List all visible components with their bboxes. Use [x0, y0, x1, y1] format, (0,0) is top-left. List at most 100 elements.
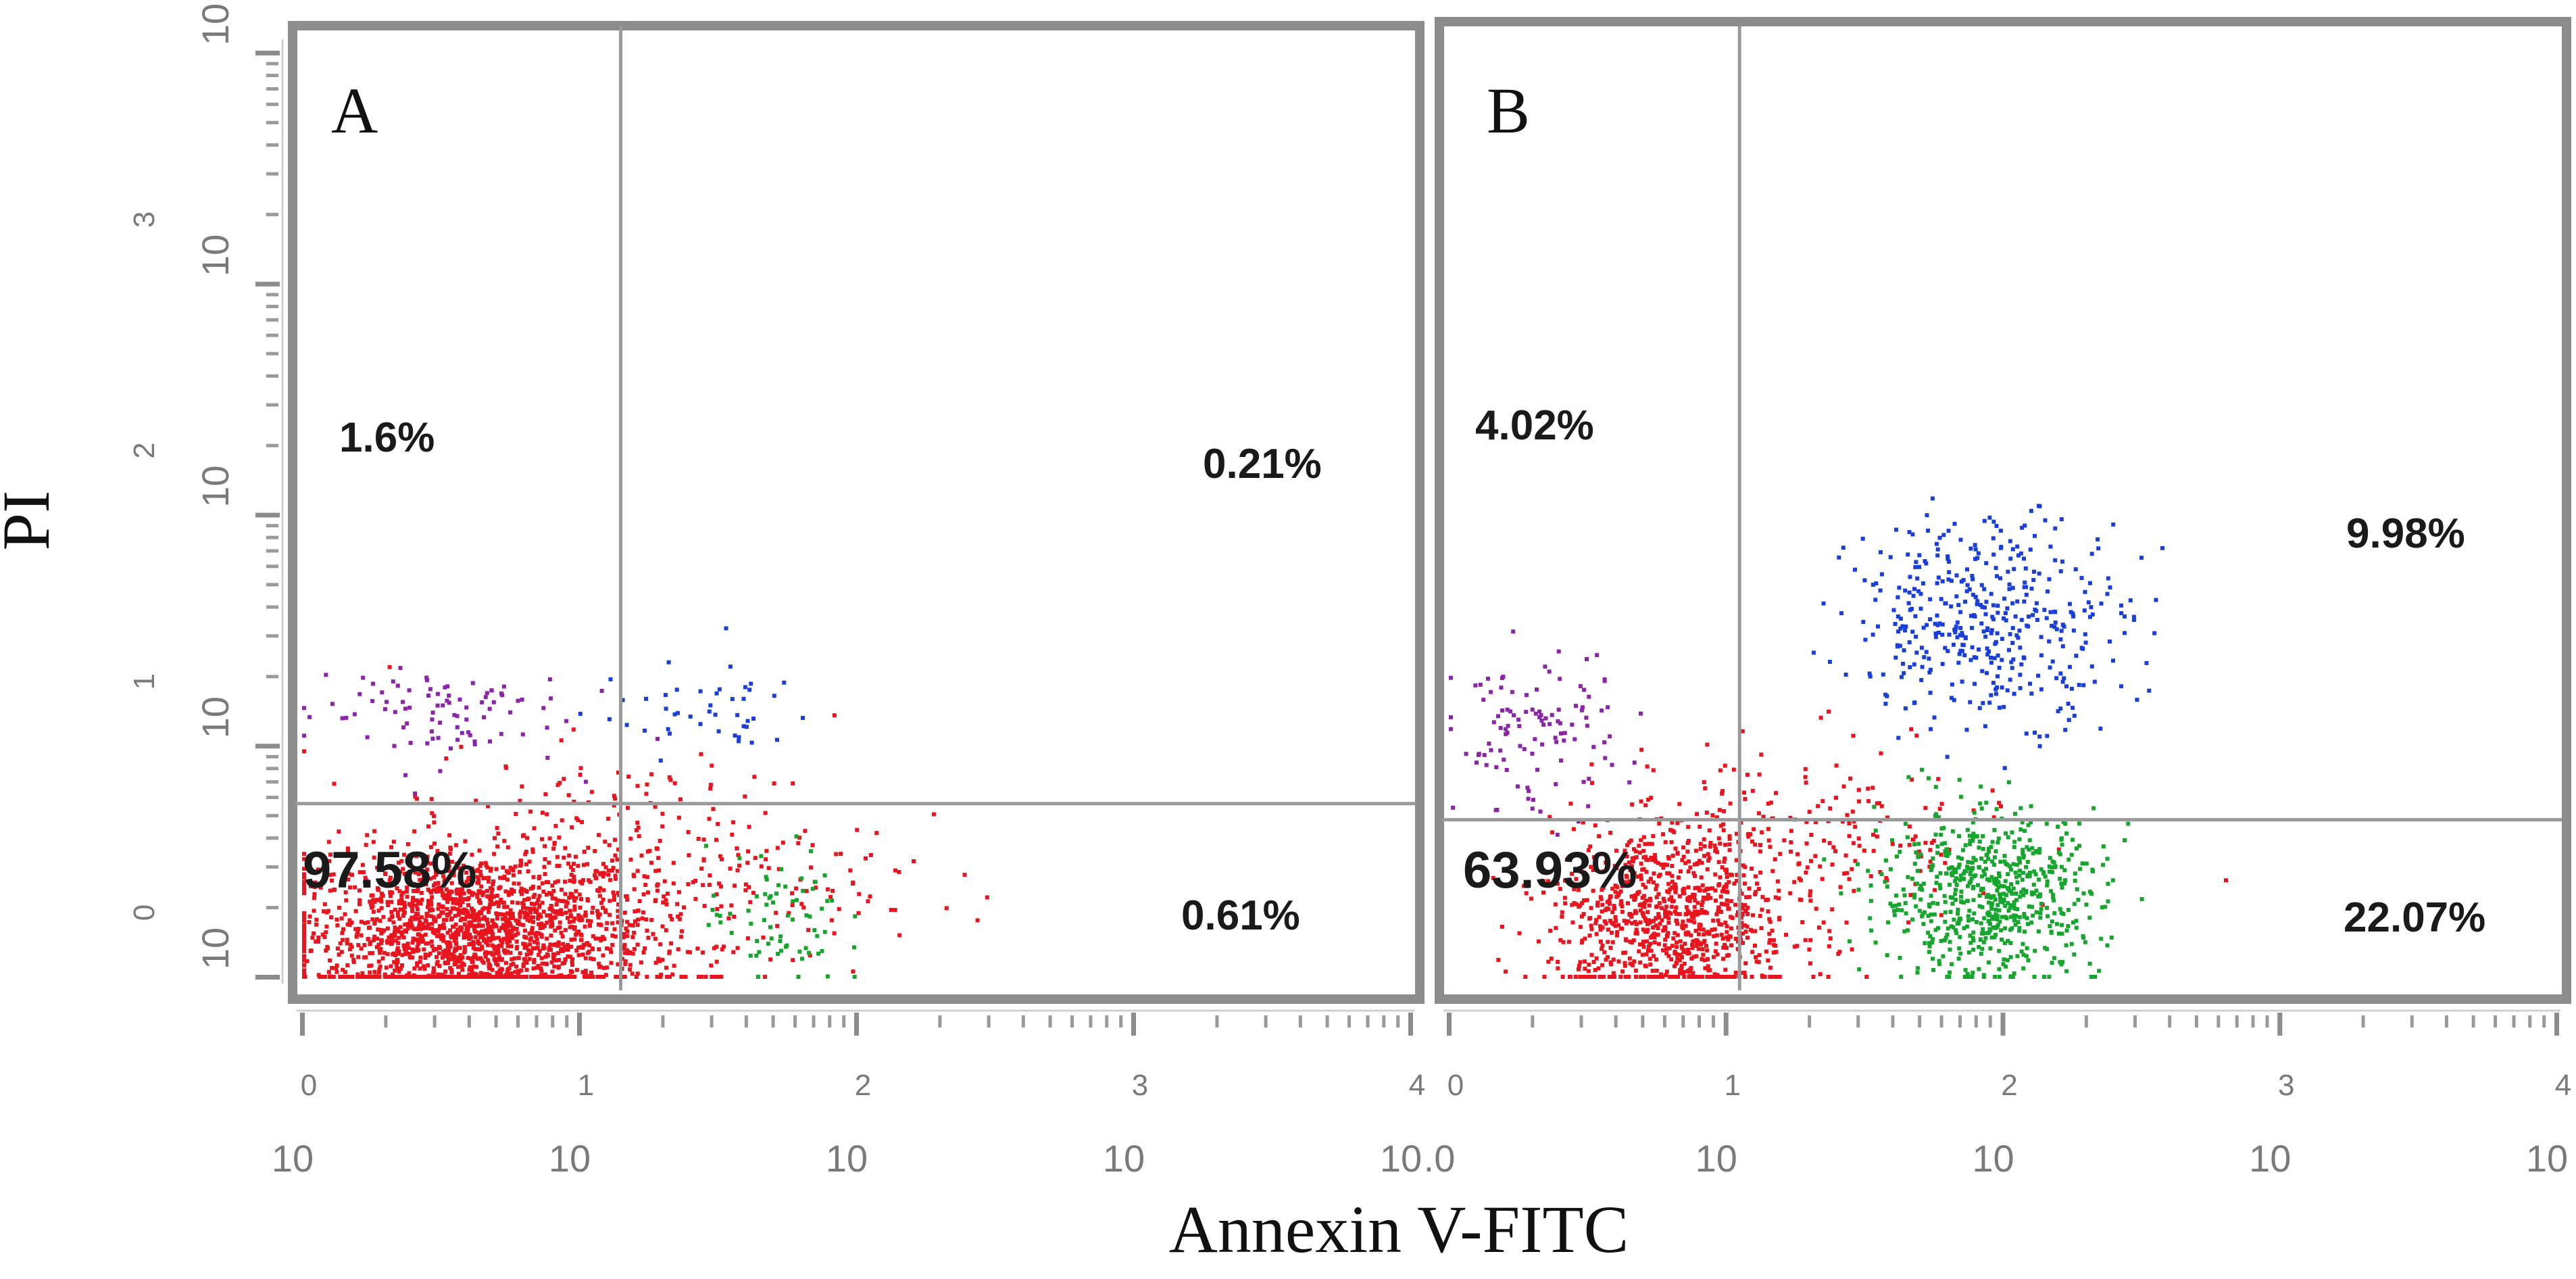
event-dot-necrotic [541, 706, 546, 710]
event-dot-live [570, 825, 574, 829]
event-dot-live-tail [1898, 844, 1903, 848]
event-dot-live [1575, 884, 1580, 888]
event-dot-live [444, 950, 449, 955]
event-dot-late-apoptotic [1973, 681, 1977, 686]
event-dot-live [380, 929, 384, 934]
event-dot-live-tail [761, 935, 766, 940]
event-dot-early-apoptotic [1977, 865, 1981, 870]
event-dot-live [1600, 963, 1605, 967]
event-dot-early-apoptotic [2031, 913, 2035, 918]
event-dot-early-apoptotic [1978, 937, 1983, 942]
event-dot-live [1595, 903, 1600, 908]
event-dot-necrotic [1526, 796, 1531, 801]
event-dot-live [1641, 911, 1645, 915]
event-dot-live-tail [1840, 819, 1845, 824]
event-dot-early-apoptotic [1983, 936, 1988, 940]
event-dot-live [414, 898, 419, 902]
event-dot-late-apoptotic [1907, 640, 1912, 645]
event-dot-late-apoptotic [745, 719, 750, 723]
event-dot-live [1753, 874, 1758, 879]
event-dot-live [359, 946, 364, 951]
event-dot-early-apoptotic [794, 834, 799, 839]
event-dot-live [338, 975, 343, 979]
event-dot-late-apoptotic [2056, 709, 2060, 714]
event-dot-live [524, 952, 529, 957]
event-dot-live-tail [1623, 863, 1628, 867]
event-dot-live [1633, 968, 1638, 973]
event-dot-early-apoptotic [1910, 876, 1914, 881]
event-dot-live-tail [1981, 891, 1986, 896]
event-dot-live [447, 864, 451, 869]
y-tick-base: 10 [194, 927, 237, 969]
event-dot-early-apoptotic [1975, 919, 1979, 924]
event-dot-late-apoptotic [1861, 620, 1866, 624]
event-dot-live [610, 868, 614, 873]
event-dot-live-tail [644, 792, 649, 796]
event-dot-live [643, 946, 647, 950]
event-dot-live [522, 911, 527, 915]
event-dot-live [1600, 943, 1605, 948]
event-dot-live-tail [459, 744, 464, 749]
event-dot-live [1721, 902, 1726, 907]
event-dot-live [371, 898, 376, 902]
event-dot-live [407, 971, 412, 975]
event-dot-live [1643, 803, 1648, 808]
event-dot-live [405, 921, 410, 926]
y-minor-tick [266, 143, 278, 147]
event-dot-live [378, 950, 382, 955]
event-dot-live [1697, 927, 1702, 932]
event-dot-early-apoptotic [1988, 946, 1993, 950]
event-dot-live [510, 936, 515, 940]
event-dot-live [1672, 830, 1677, 834]
event-dot-early-apoptotic [737, 856, 742, 861]
event-dot-live [437, 885, 441, 890]
event-dot-live [1776, 975, 1781, 979]
event-dot-early-apoptotic [2021, 851, 2025, 856]
event-dot-early-apoptotic [1892, 909, 1896, 913]
event-dot-live [1591, 868, 1595, 872]
event-dot-live-tail [1541, 890, 1545, 895]
event-dot-live [1697, 975, 1702, 979]
event-dot-live [557, 863, 562, 868]
event-dot-live [442, 973, 447, 978]
event-dot-early-apoptotic [1993, 975, 1998, 979]
event-dot-early-apoptotic [1941, 825, 1946, 830]
event-dot-live-tail [504, 869, 509, 873]
event-dot-late-apoptotic [708, 703, 713, 708]
event-dot-late-apoptotic [1973, 543, 1977, 548]
event-dot-live [572, 937, 577, 942]
event-dot-late-apoptotic [1958, 537, 1963, 542]
event-dot-late-apoptotic [2123, 631, 2127, 635]
event-dot-live [1693, 886, 1698, 890]
event-dot-live [1606, 927, 1610, 932]
x-minor-tick [828, 1015, 832, 1028]
event-dot-live-tail [1720, 822, 1725, 827]
event-dot-live [1687, 951, 1691, 956]
event-dot-live [393, 907, 397, 912]
event-dot-live [1753, 929, 1758, 934]
event-dot-live [1707, 932, 1712, 936]
event-dot-live [658, 975, 663, 979]
event-dot-late-apoptotic [1921, 581, 1925, 585]
event-dot-live [518, 951, 522, 956]
event-dot-live-tail [564, 899, 568, 904]
event-dot-live [480, 975, 485, 979]
event-dot-live [1773, 895, 1778, 900]
event-dot-late-apoptotic [1891, 608, 1896, 612]
event-dot-necrotic [455, 738, 460, 742]
event-dot-necrotic [455, 714, 460, 719]
event-dot-live [1760, 973, 1764, 978]
event-dot-early-apoptotic [2008, 864, 2012, 869]
event-dot-live-tail [632, 874, 637, 879]
event-dot-live [340, 931, 345, 936]
event-dot-early-apoptotic [1987, 919, 1991, 923]
event-dot-late-apoptotic [1993, 642, 1998, 646]
event-dot-late-apoptotic [1937, 535, 1942, 540]
event-dot-live [559, 898, 564, 903]
event-dot-live [391, 840, 396, 844]
event-dot-live [374, 917, 379, 921]
event-dot-live [553, 975, 558, 979]
event-dot-early-apoptotic [808, 914, 812, 919]
event-dot-live [466, 956, 470, 961]
event-dot-late-apoptotic [2074, 654, 2079, 658]
